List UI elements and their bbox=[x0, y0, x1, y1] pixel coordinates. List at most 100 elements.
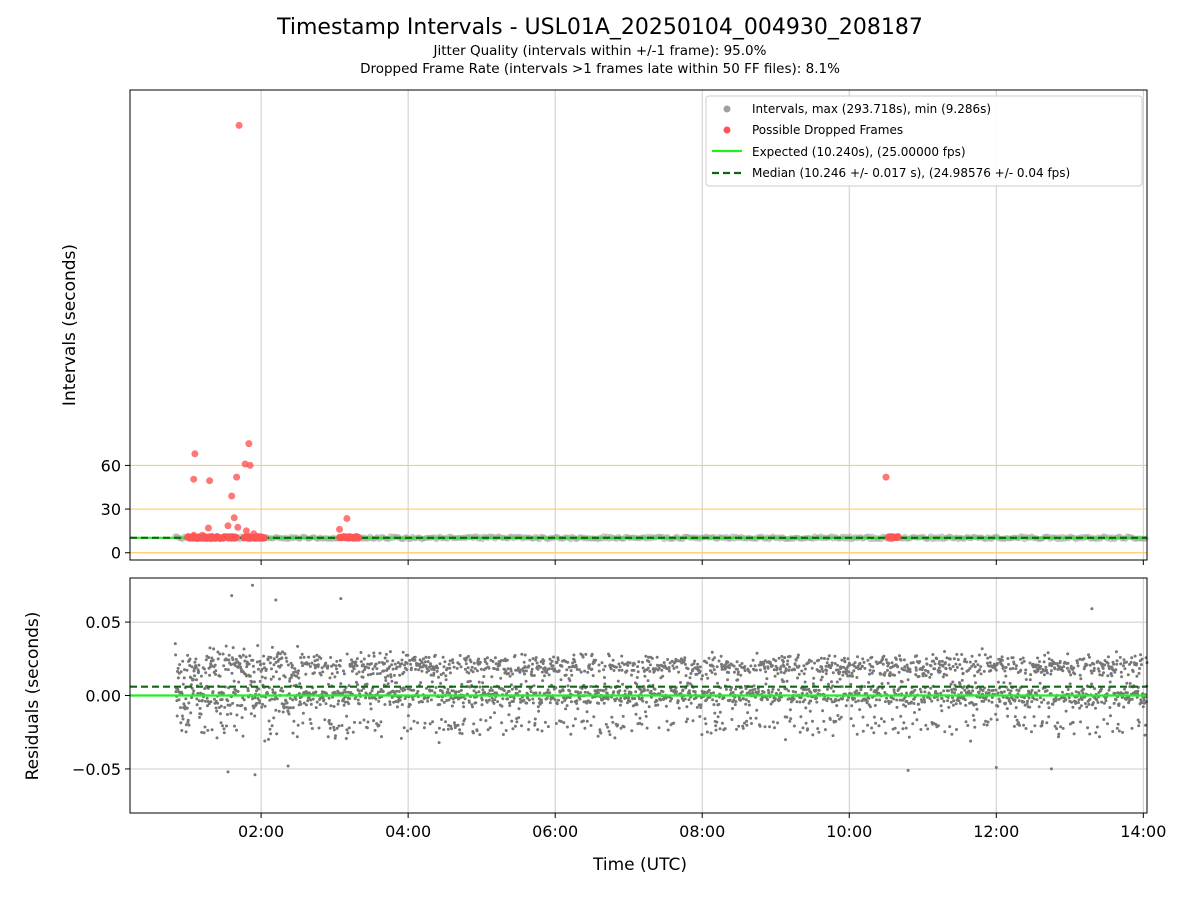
residual-point bbox=[955, 665, 959, 669]
residual-point bbox=[785, 687, 788, 691]
residual-point bbox=[372, 654, 376, 658]
residual-point bbox=[403, 663, 406, 667]
residual-point bbox=[461, 722, 465, 726]
residual-point bbox=[944, 667, 948, 671]
residual-point bbox=[811, 719, 814, 723]
residual-point bbox=[1066, 652, 1070, 656]
residual-point bbox=[960, 653, 964, 656]
residual-point bbox=[796, 653, 800, 657]
residual-point bbox=[297, 669, 300, 673]
residual-point bbox=[979, 672, 983, 676]
residual-point bbox=[843, 660, 847, 664]
residual-point bbox=[1093, 687, 1097, 691]
residual-point bbox=[613, 699, 617, 703]
residual-point bbox=[174, 690, 178, 694]
residual-point bbox=[342, 703, 346, 707]
residual-point bbox=[683, 697, 687, 701]
residual-point bbox=[217, 691, 221, 695]
residual-point bbox=[530, 670, 534, 674]
residual-point bbox=[908, 667, 912, 671]
residual-point bbox=[286, 663, 290, 667]
residual-point bbox=[937, 666, 941, 670]
residual-point bbox=[531, 662, 534, 666]
residual-point bbox=[565, 725, 569, 729]
residual-point bbox=[382, 669, 386, 673]
residual-point bbox=[741, 726, 745, 730]
residual-point bbox=[1083, 702, 1087, 705]
residual-point bbox=[296, 723, 300, 727]
residual-point bbox=[527, 720, 531, 724]
residual-point bbox=[347, 726, 351, 730]
residual-point bbox=[405, 668, 409, 672]
residual-point bbox=[747, 700, 751, 703]
residual-point bbox=[493, 711, 496, 715]
residual-point bbox=[793, 663, 797, 667]
residual-point bbox=[540, 729, 544, 733]
residual-point bbox=[814, 688, 818, 692]
residual-point bbox=[606, 697, 610, 701]
residual-point bbox=[723, 727, 727, 731]
residual-point bbox=[612, 669, 616, 672]
residual-point bbox=[841, 697, 844, 701]
residual-point bbox=[714, 728, 718, 732]
residual-point bbox=[901, 727, 905, 731]
residual-point bbox=[695, 705, 699, 709]
residual-point bbox=[536, 667, 540, 671]
residual-point bbox=[816, 727, 820, 731]
residual-point bbox=[328, 676, 332, 680]
residual-point bbox=[751, 658, 755, 662]
residual-point bbox=[205, 696, 209, 700]
residual-point bbox=[934, 689, 938, 693]
x-tick-label: 12:00 bbox=[973, 822, 1019, 841]
legend-label-median: Median (10.246 +/- 0.017 s), (24.98576 +… bbox=[752, 166, 1070, 180]
residual-point bbox=[180, 729, 184, 732]
residual-point bbox=[940, 659, 944, 663]
residual-point bbox=[683, 662, 687, 666]
residual-point bbox=[1004, 666, 1008, 669]
dropped-frame-point bbox=[220, 533, 228, 541]
residual-point bbox=[1109, 714, 1112, 718]
residual-point bbox=[591, 674, 595, 678]
residual-point bbox=[1102, 701, 1106, 705]
residual-point bbox=[963, 688, 967, 692]
residual-point bbox=[732, 698, 736, 702]
residual-point bbox=[491, 699, 495, 703]
residual-point bbox=[482, 675, 486, 678]
residual-point bbox=[184, 697, 188, 701]
residual-point bbox=[947, 663, 951, 667]
residual-point bbox=[541, 662, 545, 665]
residual-point bbox=[1076, 664, 1080, 668]
residual-point bbox=[409, 662, 413, 666]
residual-point bbox=[313, 659, 317, 663]
residual-point bbox=[1098, 673, 1102, 677]
residual-point bbox=[306, 699, 310, 703]
residual-point bbox=[561, 689, 565, 693]
residual-point bbox=[971, 714, 975, 717]
residual-point bbox=[434, 731, 438, 734]
residual-point bbox=[1047, 706, 1051, 710]
residual-point bbox=[597, 701, 601, 705]
residual-point bbox=[307, 662, 311, 666]
legend-box bbox=[705, 95, 1143, 187]
residual-point bbox=[610, 715, 614, 719]
residual-point bbox=[793, 668, 797, 672]
residual-point bbox=[189, 683, 193, 687]
residual-point bbox=[1039, 665, 1043, 668]
residual-point bbox=[880, 682, 884, 686]
residual-point bbox=[180, 714, 184, 718]
residual-point bbox=[230, 671, 234, 675]
residual-point bbox=[463, 697, 467, 701]
residual-point bbox=[439, 673, 443, 677]
residual-point bbox=[856, 655, 859, 659]
residual-point bbox=[300, 661, 304, 665]
residual-point bbox=[784, 667, 788, 671]
residual-point bbox=[896, 665, 900, 669]
residual-point bbox=[713, 711, 717, 715]
residual-point bbox=[1049, 672, 1053, 676]
residual-point bbox=[489, 716, 492, 719]
residual-point bbox=[788, 719, 792, 723]
residual-point bbox=[917, 708, 921, 711]
residual-point bbox=[861, 715, 865, 719]
residual-point bbox=[609, 685, 613, 689]
